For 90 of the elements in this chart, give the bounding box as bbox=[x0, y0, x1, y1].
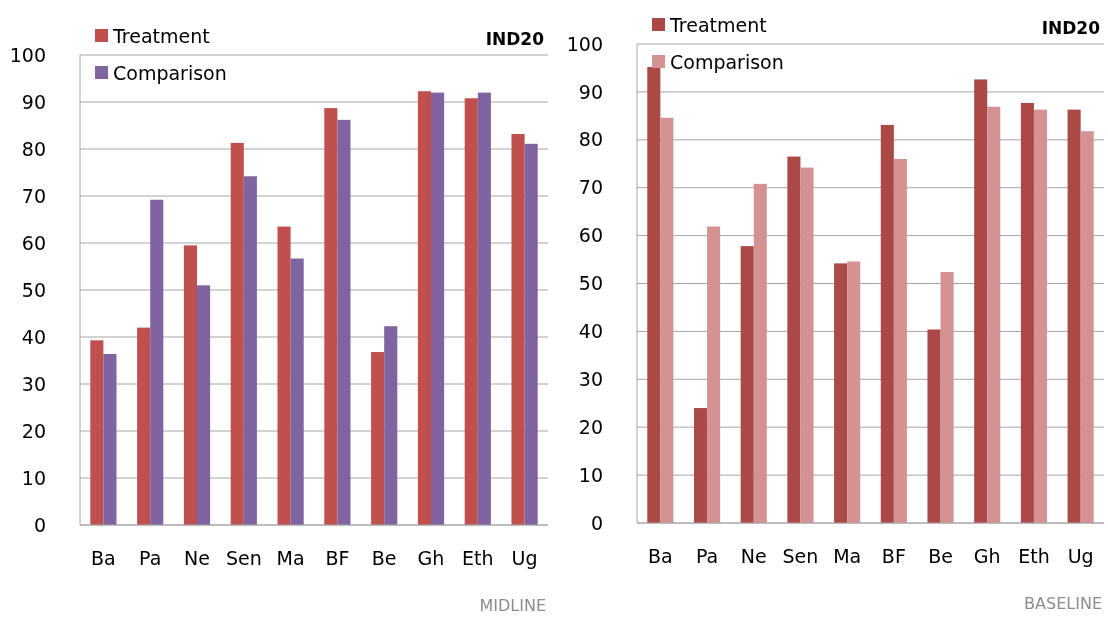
bar bbox=[103, 353, 117, 525]
bar bbox=[290, 258, 304, 525]
y-tick-label: 50 bbox=[578, 272, 603, 295]
x-tick-label: Be bbox=[928, 544, 953, 567]
x-tick-label: Eth bbox=[1018, 544, 1050, 567]
x-tick-label: Be bbox=[371, 546, 397, 569]
bar bbox=[693, 408, 708, 523]
y-tick-label: 70 bbox=[21, 184, 46, 207]
bar bbox=[183, 245, 197, 525]
x-tick-label: Ug bbox=[1067, 544, 1094, 567]
bar bbox=[1067, 109, 1081, 523]
bar bbox=[740, 246, 754, 523]
bar bbox=[337, 119, 351, 525]
bar bbox=[707, 226, 721, 523]
chart-title: IND20 bbox=[1041, 18, 1101, 38]
bar bbox=[243, 176, 257, 525]
bar bbox=[753, 183, 767, 523]
y-tick-label: 0 bbox=[590, 511, 603, 534]
y-tick-label: 50 bbox=[21, 278, 46, 301]
bar bbox=[150, 199, 164, 525]
bar bbox=[893, 158, 907, 523]
bar bbox=[431, 92, 445, 525]
y-tick-label: 20 bbox=[21, 419, 46, 442]
bar bbox=[137, 327, 151, 525]
bar bbox=[834, 263, 848, 523]
y-tick-label: 40 bbox=[21, 325, 46, 348]
x-tick-label: BF bbox=[881, 544, 906, 567]
legend-label: Comparison bbox=[113, 61, 227, 84]
x-tick-label: Sen bbox=[782, 544, 819, 567]
y-tick-label: 80 bbox=[21, 137, 46, 160]
y-tick-label: 10 bbox=[21, 466, 46, 489]
bar bbox=[90, 340, 104, 525]
bar bbox=[511, 133, 525, 525]
bar bbox=[524, 143, 538, 525]
bar bbox=[1033, 109, 1048, 523]
legend-label: Treatment bbox=[112, 24, 210, 47]
legend-label: Treatment bbox=[669, 13, 767, 36]
bar bbox=[800, 167, 814, 523]
y-tick-label: 90 bbox=[578, 80, 603, 103]
bar bbox=[230, 142, 244, 525]
x-tick-label: Gh bbox=[973, 544, 1001, 567]
x-tick-label: Pa bbox=[139, 546, 162, 569]
x-tick-label: Ma bbox=[276, 546, 305, 569]
bar bbox=[847, 261, 861, 523]
bar bbox=[197, 285, 211, 525]
bar bbox=[464, 98, 478, 525]
y-tick-label: 30 bbox=[578, 367, 603, 390]
y-tick-label: 100 bbox=[9, 43, 46, 66]
y-tick-label: 90 bbox=[21, 90, 46, 113]
y-tick-label: 60 bbox=[21, 231, 46, 254]
bar bbox=[987, 106, 1001, 523]
text: BASELINE bbox=[1024, 594, 1102, 613]
bar bbox=[1080, 131, 1094, 523]
y-tick-label: 60 bbox=[578, 224, 603, 247]
bar bbox=[660, 117, 674, 523]
y-tick-label: 20 bbox=[578, 415, 603, 438]
bar bbox=[371, 352, 385, 525]
bar bbox=[787, 156, 801, 523]
x-tick-label: Ba bbox=[91, 546, 116, 569]
x-tick-label: Gh bbox=[417, 546, 445, 569]
bar bbox=[277, 226, 291, 525]
x-tick-label: Ne bbox=[740, 544, 767, 567]
bar bbox=[647, 66, 661, 523]
text: MIDLINE bbox=[479, 596, 546, 615]
x-tick-label: Eth bbox=[462, 546, 494, 569]
bar bbox=[417, 91, 431, 525]
x-tick-label: Ug bbox=[511, 546, 538, 569]
x-tick-label: Ne bbox=[184, 546, 210, 569]
y-tick-label: 80 bbox=[578, 128, 603, 151]
bar bbox=[324, 108, 338, 525]
y-tick-label: 100 bbox=[566, 32, 603, 55]
bar bbox=[477, 92, 491, 525]
y-tick-label: 30 bbox=[21, 372, 46, 395]
x-tick-label: Pa bbox=[695, 544, 719, 567]
x-tick-label: Ba bbox=[648, 544, 673, 567]
y-tick-label: 10 bbox=[578, 463, 603, 486]
bar bbox=[1020, 102, 1034, 523]
y-tick-label: 70 bbox=[578, 176, 603, 199]
chart-title: IND20 bbox=[485, 29, 545, 49]
y-tick-label: 40 bbox=[578, 320, 603, 343]
bar bbox=[384, 326, 398, 525]
x-tick-label: Sen bbox=[225, 546, 262, 569]
y-tick-label: 0 bbox=[33, 513, 46, 536]
bar bbox=[974, 79, 988, 523]
bar bbox=[880, 124, 894, 523]
legend-label: Comparison bbox=[670, 50, 784, 73]
bar bbox=[927, 329, 941, 523]
x-tick-label: BF bbox=[325, 546, 350, 569]
bar bbox=[940, 272, 954, 523]
x-tick-label: Ma bbox=[833, 544, 862, 567]
